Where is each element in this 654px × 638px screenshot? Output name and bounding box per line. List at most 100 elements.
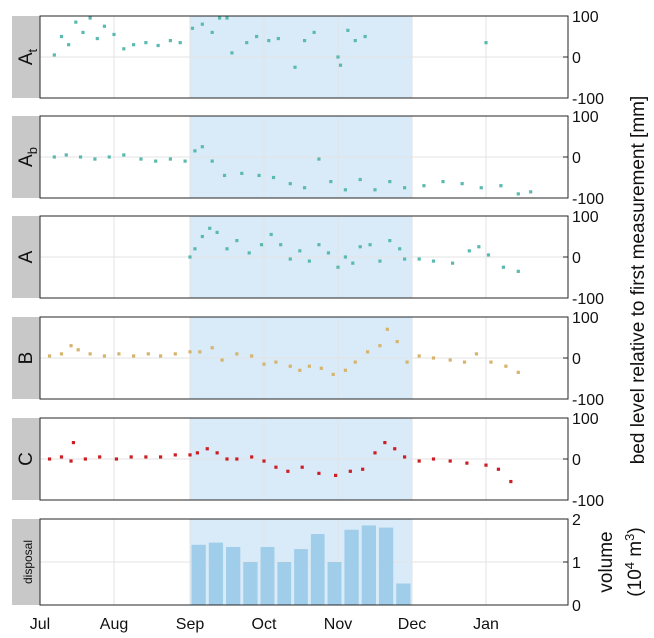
data-point (215, 230, 219, 234)
data-point (173, 352, 177, 356)
data-point (276, 36, 280, 41)
panel-tab (12, 519, 40, 605)
data-point (441, 180, 445, 184)
data-point (235, 239, 239, 243)
data-point (516, 370, 520, 374)
data-point (144, 41, 148, 45)
data-point (47, 457, 52, 461)
data-point (250, 455, 254, 459)
data-point (403, 257, 407, 261)
disposal-bar (344, 529, 359, 605)
data-point (107, 155, 111, 159)
data-point (200, 234, 204, 239)
data-point (267, 39, 271, 43)
x-axis: Jul Aug Sep Oct Nov Dec Jan (30, 616, 499, 633)
data-point (81, 30, 85, 34)
data-point (259, 243, 264, 247)
disposal-bar (191, 544, 206, 605)
data-point (271, 175, 276, 180)
data-point (403, 455, 407, 459)
data-point (431, 457, 436, 461)
data-point (235, 352, 239, 356)
y-tick-label: 100 (572, 209, 599, 226)
x-tick-label: Nov (324, 616, 352, 633)
data-point (64, 153, 68, 157)
data-point (353, 39, 357, 43)
data-point (329, 180, 333, 184)
data-point (279, 243, 283, 247)
data-point (302, 39, 307, 43)
data-point (274, 465, 278, 469)
data-point (255, 34, 259, 39)
data-point (208, 226, 212, 230)
unit-text: m (625, 541, 646, 562)
data-point (144, 455, 148, 459)
data-point (59, 352, 64, 356)
data-point (358, 245, 362, 249)
data-point (235, 457, 239, 461)
data-point (52, 53, 56, 57)
y-tick-label: -100 (572, 191, 604, 208)
data-point (319, 366, 323, 370)
data-point (307, 259, 311, 263)
data-point (168, 157, 172, 161)
data-point (74, 20, 78, 24)
data-point (501, 265, 505, 269)
data-point (479, 186, 483, 190)
unit-text: (10 (625, 569, 646, 596)
data-point (93, 157, 97, 161)
unit-exponent: 4 (622, 562, 637, 569)
data-point (173, 453, 177, 457)
panel: B 100 0 -100 (12, 310, 604, 409)
data-point (245, 41, 249, 45)
x-tick-label: Sep (176, 616, 205, 633)
data-point (331, 372, 335, 376)
panel-tab (12, 418, 40, 500)
y-tick-label: 0 (572, 250, 581, 267)
data-point (462, 360, 467, 364)
data-point (378, 344, 382, 348)
data-point (307, 364, 311, 368)
data-point (122, 153, 126, 157)
data-point (154, 159, 158, 163)
data-point (188, 350, 192, 354)
data-point (312, 30, 316, 34)
data-point (112, 32, 116, 37)
data-point (95, 36, 99, 41)
data-point (83, 457, 87, 461)
data-point (168, 39, 172, 43)
panel-name: disposal (21, 540, 35, 584)
data-point (288, 257, 292, 261)
data-point (210, 159, 214, 163)
panel-name-subscript: t (25, 48, 40, 52)
data-point (190, 26, 195, 30)
unit-exponent: 3 (622, 534, 637, 541)
data-point (422, 184, 426, 188)
data-point (496, 467, 501, 471)
data-point (198, 350, 202, 354)
data-point (486, 253, 491, 257)
data-point (373, 451, 377, 455)
data-point (129, 455, 133, 459)
data-point (477, 245, 481, 249)
data-point (102, 24, 107, 28)
data-point (417, 459, 421, 463)
data-point (293, 65, 297, 69)
disposal-bar (396, 583, 411, 605)
disposal-bar (310, 534, 325, 605)
data-point (388, 180, 392, 184)
data-point (448, 358, 452, 362)
data-point (373, 188, 377, 192)
data-point (343, 255, 347, 259)
y-tick-label: 0 (572, 598, 581, 615)
data-point (343, 368, 347, 372)
x-tick-label: Oct (252, 616, 277, 633)
data-point (250, 354, 254, 358)
volume-unit-label: (104 m3) (622, 527, 646, 596)
data-point (158, 455, 163, 459)
data-point (363, 34, 367, 39)
data-point (383, 441, 387, 445)
